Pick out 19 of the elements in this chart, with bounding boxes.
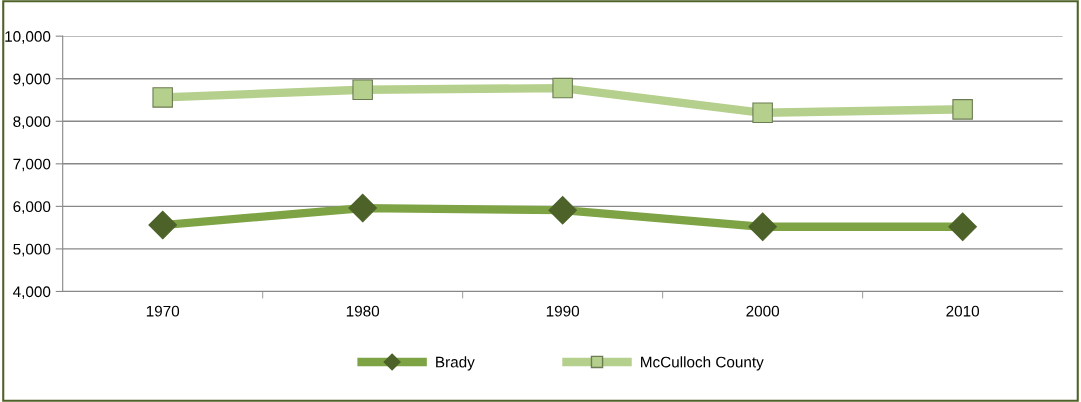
y-tick-label: 4,000 bbox=[13, 286, 51, 299]
y-tick-label: 10,000 bbox=[5, 31, 51, 44]
x-tick-label: 2000 bbox=[746, 305, 780, 317]
x-tick-label: 2010 bbox=[946, 305, 980, 317]
x-tick-label: 1970 bbox=[146, 305, 180, 317]
y-tick-label: 8,000 bbox=[13, 116, 51, 129]
y-tick-label: 5,000 bbox=[13, 243, 51, 257]
point bbox=[952, 99, 973, 120]
legend-label: Brady bbox=[436, 356, 475, 371]
y-tick-label: 7,000 bbox=[13, 158, 51, 172]
y-tick-label: 6,000 bbox=[13, 201, 51, 214]
point bbox=[152, 87, 173, 108]
legend-label: McCulloch County bbox=[641, 356, 764, 371]
point bbox=[352, 79, 373, 101]
point bbox=[752, 102, 773, 124]
point bbox=[552, 77, 573, 99]
y-tick-label: 9,000 bbox=[13, 73, 51, 87]
x-tick-label: 1980 bbox=[346, 305, 380, 317]
x-tick-label: 1990 bbox=[546, 305, 580, 317]
